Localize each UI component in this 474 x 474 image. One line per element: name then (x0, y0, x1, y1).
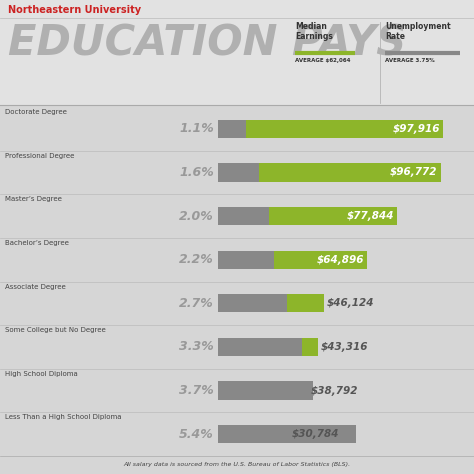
Bar (218, 425, 356, 443)
Bar (218, 382, 312, 400)
Text: High School Diploma: High School Diploma (5, 371, 78, 377)
Bar (287, 294, 324, 312)
Bar (218, 119, 246, 138)
Bar (269, 207, 397, 225)
Bar (218, 163, 259, 182)
Bar (246, 119, 443, 138)
Bar (218, 338, 302, 356)
Text: Unemployment
Rate: Unemployment Rate (385, 22, 451, 41)
Text: $64,896: $64,896 (317, 255, 364, 264)
Text: Northeastern University: Northeastern University (8, 5, 141, 15)
Text: 3.3%: 3.3% (179, 340, 214, 354)
Text: EDUCATION PAYS: EDUCATION PAYS (8, 22, 406, 64)
Text: 5.4%: 5.4% (179, 428, 214, 441)
Bar (0, 0, 474, 105)
Bar (218, 207, 269, 225)
Text: Median
Earnings: Median Earnings (295, 22, 333, 41)
Text: Bachelor’s Degree: Bachelor’s Degree (5, 240, 69, 246)
Bar (259, 163, 440, 182)
Text: $38,792: $38,792 (310, 385, 358, 396)
Text: $97,916: $97,916 (392, 124, 440, 134)
Text: Professional Degree: Professional Degree (5, 153, 74, 159)
Text: $30,784: $30,784 (292, 429, 339, 439)
Text: AVERAGE 3.75%: AVERAGE 3.75% (385, 58, 435, 63)
Text: Less Than a High School Diploma: Less Than a High School Diploma (5, 414, 121, 420)
Text: 1.6%: 1.6% (179, 166, 214, 179)
Bar (218, 294, 287, 312)
Bar (274, 251, 367, 269)
Text: All salary data is sourced from the U.S. Bureau of Labor Statistics (BLS).: All salary data is sourced from the U.S.… (123, 462, 351, 467)
Text: $77,844: $77,844 (346, 211, 394, 221)
Text: Associate Degree: Associate Degree (5, 283, 66, 290)
Text: $46,124: $46,124 (327, 298, 374, 308)
Text: 2.0%: 2.0% (179, 210, 214, 223)
Text: $43,316: $43,316 (320, 342, 368, 352)
Text: Doctorate Degree: Doctorate Degree (5, 109, 67, 115)
Text: 2.7%: 2.7% (179, 297, 214, 310)
Text: 1.1%: 1.1% (179, 122, 214, 135)
Bar (302, 338, 318, 356)
Text: Some College but No Degree: Some College but No Degree (5, 327, 106, 333)
Text: 3.7%: 3.7% (179, 384, 214, 397)
Text: $96,772: $96,772 (390, 167, 438, 177)
Text: 2.2%: 2.2% (179, 253, 214, 266)
Text: AVERAGE $62,064: AVERAGE $62,064 (295, 58, 350, 63)
Text: Master’s Degree: Master’s Degree (5, 196, 62, 202)
Bar (218, 251, 274, 269)
